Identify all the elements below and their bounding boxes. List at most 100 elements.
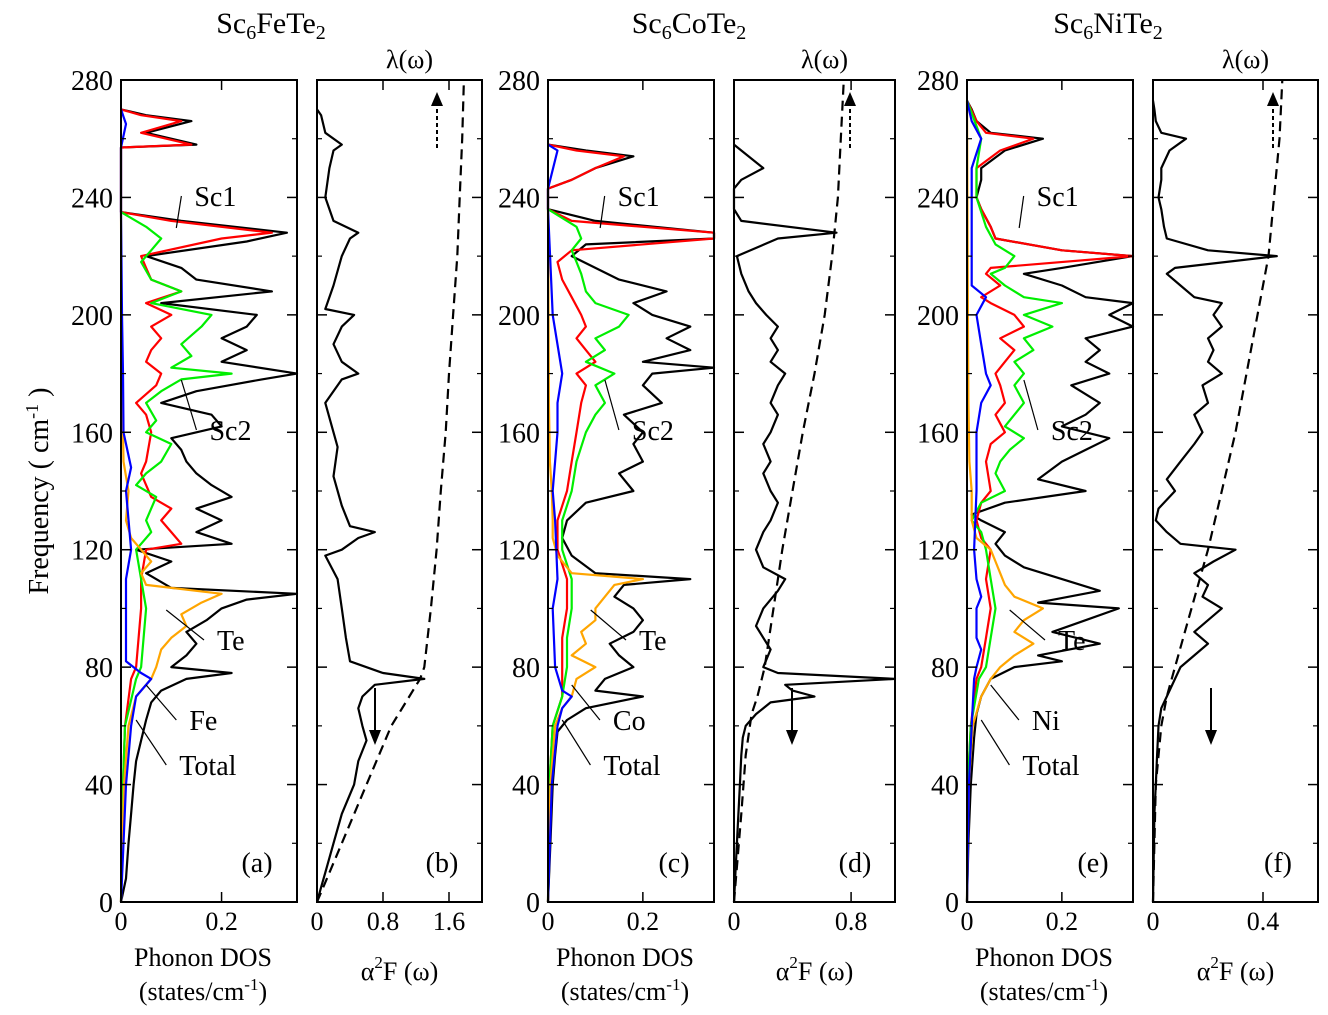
a2f-xlabel: α2F (ω): [1197, 953, 1275, 986]
annotation-ni: Ni: [1032, 706, 1060, 737]
y-tick-label: 200: [498, 301, 540, 332]
eli-frame: [316, 79, 483, 903]
annotation-total: Total: [179, 751, 236, 782]
annotation-pointer: [599, 195, 606, 229]
x-tick-label: 0: [728, 907, 741, 936]
annotation-pointer: [145, 684, 177, 721]
total-dos-line: [119, 108, 299, 903]
panel-group-2: 0 40 80 120 160 200 240 280 0 0.2 (c) Phonon DOS (st…: [498, 45, 897, 1006]
annotation-sc2: Sc2: [209, 416, 251, 447]
x-tick-label: 0: [1147, 907, 1160, 936]
y-tick-label: 0: [526, 888, 540, 919]
te-dos-line: [965, 100, 1044, 903]
eliashberg-panel: 0 0.8 1.6 (b) λ(ω) α2F (ω): [311, 45, 483, 986]
annotation-pointer: [175, 195, 182, 229]
y-tick-label: 80: [512, 653, 540, 684]
lambda-axis-label: λ(ω): [1222, 45, 1269, 74]
lambda-line: [1151, 79, 1284, 903]
y-tick-label: 120: [498, 536, 540, 567]
annotation-pointer: [561, 719, 591, 766]
dos-xlabel-line1: Phonon DOS: [134, 943, 272, 972]
annotation-pointer: [1009, 609, 1046, 641]
eliashberg-panel: 0 0.8 (d) λ(ω) α2F (ω): [728, 45, 897, 986]
dos-panel: 0 40 80 120 160 200 240 280 0 0.2(a) Phonon DOS (st…: [71, 66, 299, 1006]
y-tick-label: 240: [498, 183, 540, 214]
x-tick-label: 0.2: [205, 907, 238, 936]
metal-dos-line: [546, 143, 573, 903]
y-axis-label: Frequency ( cm-1 ): [22, 387, 55, 594]
lambda-line: [732, 79, 845, 903]
y-tick-label: 160: [71, 418, 113, 449]
annotation-pointer: [180, 379, 198, 431]
lambda-line: [315, 79, 465, 903]
x-tick-label: 0.2: [1046, 907, 1079, 936]
dos-xlabel-line2: (states/cm-1): [561, 975, 689, 1006]
y-tick-label: 160: [498, 418, 540, 449]
annotation-te: Te: [217, 626, 245, 657]
y-tick-label: 280: [71, 66, 113, 97]
dos-xlabel-line1: Phonon DOS: [556, 943, 694, 972]
x-tick-label: 0: [115, 907, 128, 936]
lambda-arrowhead: [431, 92, 443, 106]
panel-group-3: 0 40 80 120 160 200 240 280 0 0.2 (e) Phonon DOS (st…: [917, 45, 1319, 1006]
y-tick-label: 200: [917, 301, 959, 332]
annotation-te: Te: [639, 626, 667, 657]
panel-letter: (d): [839, 848, 872, 879]
dos-xlabel-line1: Phonon DOS: [975, 943, 1113, 972]
annotation-pointer: [165, 609, 205, 641]
annotation-pointer: [590, 609, 627, 641]
x-tick-label: 0.4: [1247, 907, 1280, 936]
annotation-sc1: Sc1: [618, 182, 660, 213]
annotation-pointer: [604, 379, 620, 431]
lambda-arrowhead: [844, 92, 856, 106]
x-tick-label: 0.8: [835, 907, 868, 936]
x-tick-label: 0: [542, 907, 555, 936]
annotation-sc2: Sc2: [1051, 416, 1093, 447]
a2f-arrowhead: [786, 730, 798, 745]
x-tick-label: 0: [311, 907, 324, 936]
lambda-arrowhead: [1267, 92, 1279, 106]
x-tick-label: 0: [961, 907, 974, 936]
panel-group-1: 0 40 80 120 160 200 240 280 0 0.2(a) Phonon DOS (st…: [71, 45, 483, 1006]
y-tick-label: 0: [99, 888, 113, 919]
panel-letter: (e): [1077, 848, 1108, 879]
annotation-sc1: Sc1: [1037, 182, 1079, 213]
eli-frame: [1152, 79, 1319, 903]
annotation-pointer: [571, 684, 601, 721]
a2f-xlabel: α2F (ω): [776, 953, 854, 986]
y-tick-label: 160: [917, 418, 959, 449]
a2f-line: [732, 143, 897, 903]
y-tick-label: 200: [71, 301, 113, 332]
y-tick-label: 80: [85, 653, 113, 684]
y-tick-label: 40: [512, 771, 540, 802]
a2f-arrowhead: [1205, 730, 1217, 745]
y-tick-label: 40: [85, 771, 113, 802]
a2f-line: [1151, 100, 1278, 903]
annotation-te: Te: [1058, 626, 1086, 657]
x-tick-label: 0.8: [367, 907, 400, 936]
annotation-pointer: [1023, 379, 1039, 431]
x-tick-label: 1.6: [433, 907, 466, 936]
y-tick-label: 240: [917, 183, 959, 214]
lambda-axis-label: λ(ω): [386, 45, 433, 74]
annotation-pointer: [135, 719, 167, 766]
panel-letter: (b): [426, 848, 459, 879]
a2f-xlabel: α2F (ω): [361, 953, 439, 986]
annotation-total: Total: [603, 751, 660, 782]
annotation-co: Co: [613, 706, 646, 737]
annotation-fe: Fe: [189, 706, 217, 737]
y-tick-label: 40: [931, 771, 959, 802]
y-tick-label: 120: [71, 536, 113, 567]
lambda-axis-label: λ(ω): [801, 45, 848, 74]
panel-title: Sc6FeTe2: [216, 7, 326, 44]
te-dos-line: [546, 209, 644, 903]
sc1-dos-line: [546, 143, 716, 903]
annotation-sc2: Sc2: [632, 416, 674, 447]
annotation-pointer: [1018, 195, 1025, 229]
y-tick-label: 120: [917, 536, 959, 567]
y-tick-label: 0: [945, 888, 959, 919]
panel-title: Sc6CoTe2: [632, 7, 747, 44]
y-tick-label: 80: [931, 653, 959, 684]
total-dos-line: [546, 143, 716, 903]
